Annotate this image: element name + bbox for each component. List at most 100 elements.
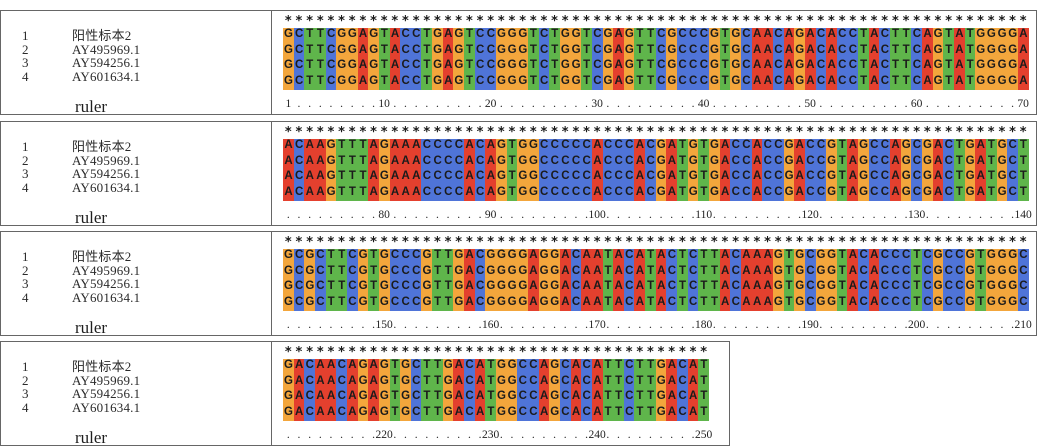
base-cell: G [506, 264, 518, 280]
consensus-mark: * [646, 14, 655, 29]
base-cell: C [740, 139, 752, 155]
base-cell: C [293, 59, 305, 75]
base-cell: C [517, 390, 529, 406]
base-cell: A [613, 43, 625, 59]
base-cell: T [698, 359, 710, 375]
base-cell: G [283, 28, 294, 44]
base-cell: C [890, 249, 902, 265]
base-cell: A [304, 170, 316, 186]
base-cell: A [751, 74, 763, 90]
base-cell: C [527, 359, 539, 375]
base-cell: G [453, 249, 465, 265]
ruler-dot: . [404, 98, 407, 110]
ruler-dot: . [744, 98, 748, 110]
base-cell: G [517, 280, 529, 296]
base-cell: C [645, 170, 657, 186]
consensus-mark: * [667, 235, 676, 250]
base-cell: G [922, 139, 933, 155]
base-cell: G [655, 170, 667, 186]
consensus-mark: * [540, 345, 548, 360]
base-cell: A [634, 185, 646, 201]
base-cell: G [602, 43, 614, 59]
base-cell: A [283, 139, 294, 155]
base-cell: T [432, 280, 444, 296]
consensus-mark: * [859, 235, 868, 250]
consensus-mark: * [838, 235, 847, 250]
ruler-dot: . [286, 319, 290, 331]
base-cell: C [400, 295, 412, 311]
base-cell: C [858, 264, 870, 280]
base-cell: A [314, 405, 326, 421]
base-cell: G [794, 249, 806, 265]
base-cell: A [1017, 59, 1029, 75]
consensus-mark: * [593, 14, 602, 29]
base-cell: G [858, 185, 870, 201]
base-cell: A [932, 170, 944, 186]
base-cell: G [815, 249, 827, 265]
ruler-dot: . [840, 319, 844, 331]
ruler-dot: . [467, 98, 471, 110]
consensus-mark: * [838, 125, 847, 140]
base-cell: C [677, 43, 689, 59]
base-cell: T [389, 374, 401, 390]
base-cell: C [581, 170, 593, 186]
ruler-tick-label: 250 [695, 429, 713, 441]
consensus-mark: * [795, 125, 804, 140]
base-cell: T [953, 154, 965, 170]
base-cell: G [549, 264, 561, 280]
ruler-dot: . [872, 98, 876, 110]
base-cell: G [996, 59, 1008, 75]
base-cell: G [283, 264, 294, 280]
base-cell: C [815, 59, 827, 75]
sequence-label-row: 4 AY601634.1 [1, 399, 271, 415]
base-cell: C [943, 170, 955, 186]
base-cell: G [815, 280, 827, 296]
base-cell: C [943, 280, 955, 296]
base-cell: G [453, 43, 465, 59]
ruler-dot: . [680, 98, 684, 110]
consensus-mark: * [284, 235, 293, 250]
ruler-dot: . [393, 98, 397, 110]
base-cell: A [762, 28, 774, 44]
base-cell: A [283, 154, 294, 170]
base-cell: A [314, 374, 326, 390]
base-cell: G [304, 295, 316, 311]
base-cell: G [794, 28, 806, 44]
base-cell: G [559, 59, 571, 75]
ruler-dot: . [872, 319, 876, 331]
base-cell: G [709, 43, 720, 59]
ruler-dot: . [851, 319, 855, 331]
base-cell: C [815, 43, 827, 59]
base-cell: A [527, 264, 539, 280]
consensus-mark: * [497, 125, 506, 140]
sequence-name: AY601634.1 [72, 399, 141, 415]
base-cell: T [698, 280, 710, 296]
base-cell: A [346, 405, 358, 421]
base-cell: A [581, 295, 593, 311]
base-cell: T [719, 59, 731, 75]
base-cell: C [421, 170, 433, 186]
base-cell: C [549, 154, 561, 170]
consensus-mark: * [571, 345, 580, 360]
base-cell: C [389, 249, 401, 265]
base-cell: G [283, 74, 294, 90]
base-cell: T [485, 359, 497, 375]
consensus-mark: * [316, 345, 325, 360]
base-cell: C [666, 280, 678, 296]
base-cell: C [868, 139, 880, 155]
base-cell: T [602, 390, 614, 406]
ruler-dot: . [404, 319, 407, 331]
ruler-dot: . [372, 429, 375, 441]
ruler-dot: . [372, 98, 375, 110]
ruler-dot: . [947, 98, 951, 110]
base-cell: C [559, 154, 571, 170]
consensus-mark: * [412, 345, 421, 360]
base-cell: T [911, 295, 923, 311]
base-cell: G [378, 154, 390, 170]
consensus-mark: * [348, 125, 357, 140]
base-cell: C [314, 295, 326, 311]
consensus-mark: * [944, 125, 953, 140]
base-cell: A [357, 59, 369, 75]
base-cell: G [772, 264, 784, 280]
ruler-dot: . [457, 319, 461, 331]
